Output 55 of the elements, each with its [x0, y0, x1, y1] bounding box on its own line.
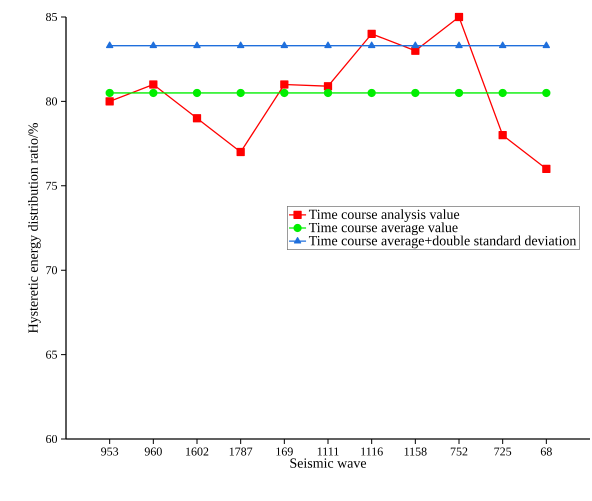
- y-tick-label: 60: [46, 434, 58, 444]
- y-tick-label: 75: [46, 182, 58, 190]
- point: [324, 42, 332, 48]
- point: [411, 46, 420, 55]
- point: [324, 82, 332, 90]
- x-tick-label: 752: [450, 447, 468, 456]
- point: [280, 80, 288, 89]
- y-tick-label: 85: [46, 12, 58, 22]
- point: [280, 88, 288, 98]
- point: [150, 42, 157, 48]
- x-tick-label: 725: [494, 447, 512, 456]
- x-tick-label: 169: [276, 447, 293, 456]
- y-axis-title: Hysteretic energy distribution ratio/%: [28, 123, 41, 334]
- x-tick-label: 68: [540, 448, 552, 456]
- point: [412, 42, 420, 48]
- point: [411, 88, 420, 98]
- point: [368, 88, 376, 98]
- point: [498, 88, 507, 98]
- point: [454, 88, 464, 98]
- point: [149, 88, 158, 98]
- x-axis-title: Seismic wave: [290, 458, 366, 468]
- point: [498, 131, 507, 140]
- x-tick-label: 1787: [230, 448, 252, 456]
- point: [499, 42, 506, 48]
- y-tick-label: 80: [46, 97, 58, 106]
- point: [149, 80, 158, 89]
- x-tick-label: 1116: [361, 447, 383, 456]
- x-tick-label: 1158: [404, 448, 427, 456]
- point: [324, 88, 332, 98]
- y-tick-label: 65: [46, 350, 58, 359]
- point: [192, 114, 202, 122]
- point: [455, 42, 463, 48]
- point: [454, 12, 464, 22]
- legend-label: Time course analysis value: [308, 209, 460, 222]
- point: [542, 164, 550, 174]
- point: [236, 88, 245, 98]
- point: [236, 148, 245, 156]
- legend-label: Time course average value: [308, 222, 458, 236]
- legend-label: Time course average+double standard deviation: [308, 236, 576, 248]
- point: [542, 42, 550, 48]
- point: [280, 42, 288, 48]
- point: [106, 42, 114, 48]
- point: [542, 88, 550, 98]
- point: [106, 88, 114, 98]
- x-tick-label: 953: [101, 447, 118, 456]
- x-tick-label: 1602: [186, 448, 208, 456]
- point: [193, 42, 201, 48]
- x-tick-label: 1111: [318, 448, 339, 456]
- point: [368, 30, 376, 38]
- point: [192, 88, 202, 98]
- point: [106, 97, 114, 106]
- point: [368, 42, 376, 48]
- x-tick-label: 960: [144, 448, 162, 456]
- point: [237, 42, 244, 48]
- y-tick-label: 70: [46, 266, 58, 274]
